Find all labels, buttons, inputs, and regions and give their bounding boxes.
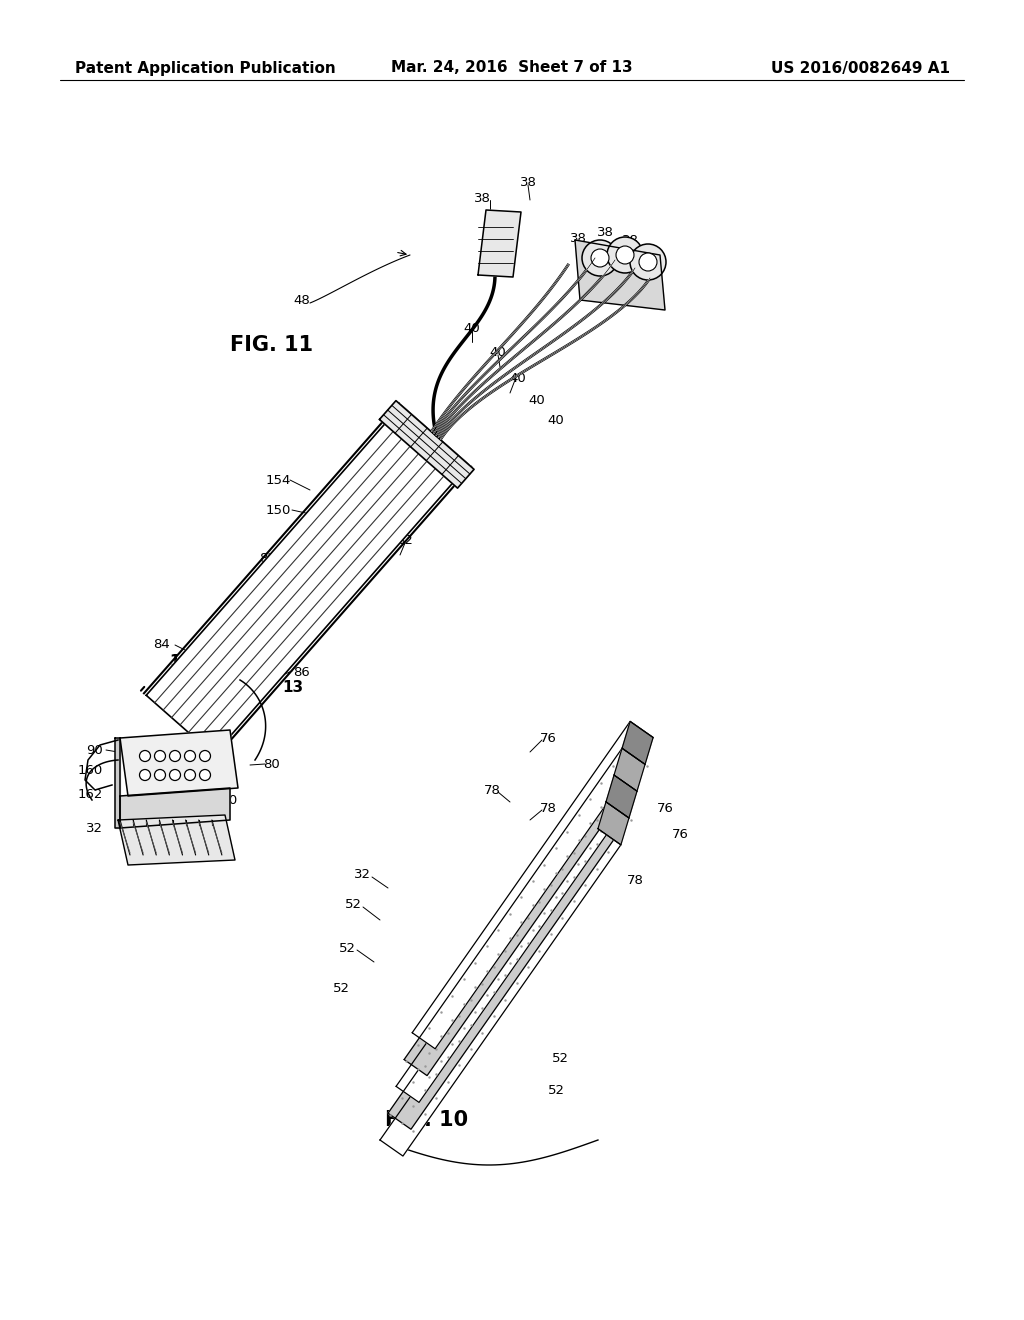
Polygon shape: [118, 814, 234, 865]
Text: 150: 150: [265, 503, 291, 516]
Polygon shape: [478, 210, 521, 277]
Polygon shape: [413, 722, 653, 1049]
Polygon shape: [115, 738, 120, 828]
Circle shape: [200, 770, 211, 780]
Text: 32: 32: [353, 869, 371, 882]
Polygon shape: [396, 775, 637, 1102]
Text: 38: 38: [473, 191, 490, 205]
Text: 78: 78: [627, 874, 643, 887]
Circle shape: [591, 249, 609, 267]
Polygon shape: [120, 730, 238, 796]
Text: 40: 40: [548, 413, 564, 426]
Polygon shape: [120, 788, 230, 828]
Text: 160: 160: [78, 763, 103, 776]
Text: 158: 158: [182, 832, 208, 845]
Circle shape: [184, 770, 196, 780]
Text: 38: 38: [519, 177, 537, 190]
Circle shape: [639, 253, 657, 271]
Circle shape: [155, 770, 166, 780]
Text: 82: 82: [396, 533, 414, 546]
Text: 78: 78: [590, 846, 606, 858]
Text: 13: 13: [169, 655, 190, 669]
Text: 160: 160: [212, 793, 238, 807]
Text: 76: 76: [672, 829, 688, 842]
Circle shape: [184, 751, 196, 762]
Text: 48: 48: [294, 293, 310, 306]
Text: FIG. 10: FIG. 10: [385, 1110, 468, 1130]
Text: 90: 90: [86, 743, 103, 756]
Circle shape: [139, 751, 151, 762]
Text: 38: 38: [597, 226, 613, 239]
Polygon shape: [380, 829, 621, 1156]
Text: FIG. 11: FIG. 11: [230, 335, 313, 355]
Text: 40: 40: [510, 371, 526, 384]
Text: 40: 40: [464, 322, 480, 334]
Text: Mar. 24, 2016  Sheet 7 of 13: Mar. 24, 2016 Sheet 7 of 13: [391, 61, 633, 75]
Circle shape: [200, 751, 211, 762]
Text: 13: 13: [283, 681, 303, 696]
Text: 40: 40: [489, 346, 507, 359]
Text: 78: 78: [540, 801, 556, 814]
Circle shape: [155, 751, 166, 762]
Text: 38: 38: [622, 234, 638, 247]
Polygon shape: [614, 748, 645, 791]
Polygon shape: [146, 405, 469, 755]
Text: 76: 76: [656, 801, 674, 814]
Polygon shape: [575, 240, 665, 310]
Text: 76: 76: [609, 751, 627, 764]
Text: 52: 52: [344, 899, 361, 912]
Text: 52: 52: [339, 941, 355, 954]
Circle shape: [170, 751, 180, 762]
Polygon shape: [388, 803, 629, 1129]
Polygon shape: [606, 775, 637, 818]
Circle shape: [607, 238, 643, 273]
Text: 32: 32: [86, 821, 103, 834]
Polygon shape: [623, 722, 653, 764]
Circle shape: [616, 246, 634, 264]
Circle shape: [582, 240, 618, 276]
Text: 154: 154: [265, 474, 291, 487]
Circle shape: [139, 770, 151, 780]
Text: 52: 52: [548, 1084, 564, 1097]
Text: 52: 52: [552, 1052, 568, 1064]
Text: 38: 38: [569, 231, 587, 244]
Polygon shape: [598, 803, 629, 845]
Text: 84: 84: [154, 639, 170, 652]
Polygon shape: [380, 401, 474, 488]
Text: 40: 40: [528, 393, 546, 407]
Text: 162: 162: [78, 788, 103, 801]
Polygon shape: [404, 748, 645, 1076]
Text: 52: 52: [333, 982, 349, 994]
Text: 82: 82: [259, 552, 276, 565]
Circle shape: [170, 770, 180, 780]
Text: Patent Application Publication: Patent Application Publication: [75, 61, 336, 75]
Circle shape: [630, 244, 666, 280]
Text: US 2016/0082649 A1: US 2016/0082649 A1: [771, 61, 950, 75]
Text: 86: 86: [294, 665, 310, 678]
Text: 80: 80: [263, 759, 281, 771]
Text: 76: 76: [540, 731, 556, 744]
Text: 78: 78: [483, 784, 501, 796]
